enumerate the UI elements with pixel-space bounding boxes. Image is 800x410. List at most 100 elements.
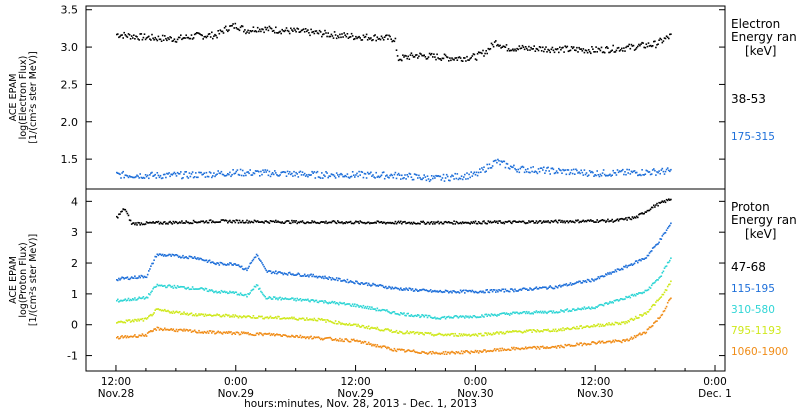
data-point-795-1193 xyxy=(632,319,635,321)
data-point-115-195 xyxy=(258,257,260,260)
data-point-47-68 xyxy=(490,221,493,224)
data-point-47-68 xyxy=(209,219,212,221)
data-point-1060-1900 xyxy=(199,331,201,334)
data-point-47-68 xyxy=(492,221,495,223)
data-point-175-315 xyxy=(422,177,424,179)
data-point-1060-1900 xyxy=(440,352,443,355)
data-point-175-315 xyxy=(614,172,617,174)
data-point-38-53 xyxy=(645,43,648,45)
data-point-38-53 xyxy=(407,55,409,58)
data-point-175-315 xyxy=(576,169,578,172)
data-point-795-1193 xyxy=(241,316,244,318)
data-point-310-580 xyxy=(390,312,392,315)
data-point-1060-1900 xyxy=(387,346,389,349)
data-point-47-68 xyxy=(565,220,568,223)
data-point-1060-1900 xyxy=(154,328,156,330)
data-point-47-68 xyxy=(285,220,288,222)
data-point-38-53 xyxy=(189,37,192,40)
x-tick-time: 0:00 xyxy=(703,376,727,388)
data-point-47-68 xyxy=(514,220,516,222)
data-point-47-68 xyxy=(280,222,282,224)
data-point-795-1193 xyxy=(500,331,502,333)
data-point-175-315 xyxy=(326,172,328,174)
data-point-115-195 xyxy=(386,287,388,290)
data-point-1060-1900 xyxy=(339,337,341,340)
data-point-310-580 xyxy=(398,314,401,316)
data-point-115-195 xyxy=(300,275,303,277)
data-point-1060-1900 xyxy=(590,343,592,345)
data-point-115-195 xyxy=(609,271,611,274)
data-point-47-68 xyxy=(549,221,551,224)
data-point-47-68 xyxy=(366,221,369,224)
data-point-47-68 xyxy=(464,221,466,224)
data-point-795-1193 xyxy=(388,329,390,331)
data-point-1060-1900 xyxy=(531,347,533,349)
data-point-115-195 xyxy=(421,288,423,291)
data-point-1060-1900 xyxy=(572,345,575,347)
data-point-310-580 xyxy=(285,298,288,300)
data-point-47-68 xyxy=(448,221,450,223)
data-point-115-195 xyxy=(140,274,143,277)
data-point-115-195 xyxy=(529,287,531,289)
data-point-310-580 xyxy=(342,302,344,305)
data-point-115-195 xyxy=(593,280,595,282)
data-point-175-315 xyxy=(481,167,483,169)
data-point-795-1193 xyxy=(126,320,129,322)
data-point-310-580 xyxy=(530,312,532,315)
data-point-1060-1900 xyxy=(158,329,161,331)
data-point-38-53 xyxy=(527,49,529,51)
data-point-310-580 xyxy=(299,298,302,300)
data-point-115-195 xyxy=(503,291,506,293)
data-point-115-195 xyxy=(286,274,289,276)
data-point-795-1193 xyxy=(562,327,564,329)
data-point-175-315 xyxy=(134,176,136,179)
data-point-175-315 xyxy=(665,168,668,171)
data-point-38-53 xyxy=(177,36,180,39)
data-point-175-315 xyxy=(276,174,278,176)
data-point-175-315 xyxy=(152,175,154,177)
data-point-795-1193 xyxy=(529,329,531,331)
data-point-175-315 xyxy=(139,173,141,175)
data-point-795-1193 xyxy=(544,329,546,331)
data-point-38-53 xyxy=(212,37,214,40)
data-point-115-195 xyxy=(423,288,425,291)
y-axis-label-line: log(Electron Flux) xyxy=(18,56,29,140)
data-point-795-1193 xyxy=(592,325,594,328)
data-point-795-1193 xyxy=(225,314,228,316)
data-point-175-315 xyxy=(419,176,421,179)
data-point-47-68 xyxy=(591,220,593,222)
data-point-175-315 xyxy=(386,174,388,176)
data-point-115-195 xyxy=(527,289,529,291)
data-point-795-1193 xyxy=(524,331,527,333)
data-point-38-53 xyxy=(653,40,655,43)
data-point-47-68 xyxy=(255,221,258,223)
data-point-1060-1900 xyxy=(476,350,479,352)
data-point-310-580 xyxy=(341,302,343,305)
data-point-47-68 xyxy=(570,221,573,223)
data-point-115-195 xyxy=(238,265,241,268)
data-point-175-315 xyxy=(370,171,372,174)
data-point-310-580 xyxy=(167,284,169,287)
data-point-795-1193 xyxy=(553,330,556,332)
data-point-175-315 xyxy=(633,170,636,172)
data-point-115-195 xyxy=(173,254,176,257)
data-point-38-53 xyxy=(256,26,259,29)
data-point-47-68 xyxy=(666,199,669,202)
data-point-310-580 xyxy=(419,316,421,319)
data-point-38-53 xyxy=(454,57,456,59)
data-point-175-315 xyxy=(166,172,168,175)
data-point-795-1193 xyxy=(172,310,175,313)
data-point-795-1193 xyxy=(646,311,649,313)
data-point-38-53 xyxy=(428,52,431,55)
data-point-310-580 xyxy=(240,293,243,296)
data-point-795-1193 xyxy=(659,297,661,299)
data-point-1060-1900 xyxy=(503,348,506,350)
data-point-115-195 xyxy=(549,285,551,287)
data-point-795-1193 xyxy=(198,313,200,315)
data-point-795-1193 xyxy=(124,321,127,324)
data-point-175-315 xyxy=(359,174,361,176)
data-point-310-580 xyxy=(304,298,307,301)
data-point-1060-1900 xyxy=(645,331,648,334)
data-point-38-53 xyxy=(321,35,323,38)
data-point-310-580 xyxy=(358,306,360,308)
